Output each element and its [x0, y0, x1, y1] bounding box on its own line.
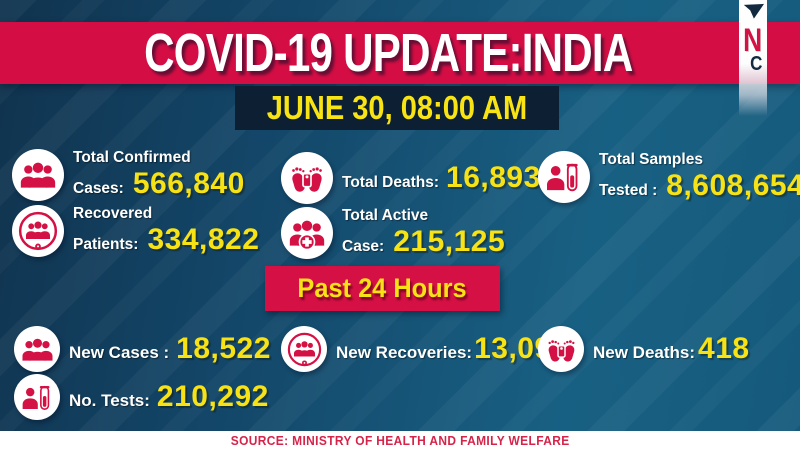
- stat-new-cases: New Cases : 18,522: [14, 326, 271, 372]
- stat-value: 16,893: [446, 161, 541, 194]
- stat-value: 418: [698, 332, 750, 365]
- past-24-hours-title: Past 24 Hours: [297, 273, 468, 303]
- person-testtube-icon: [14, 374, 60, 420]
- stat-value: 566,840: [132, 167, 245, 200]
- stat-label: Tested :: [599, 182, 658, 199]
- feet-tag-icon: [538, 326, 584, 372]
- stat-recovered: Recovered Patients: 334,822: [12, 204, 259, 257]
- stat-value: 215,125: [393, 225, 506, 258]
- stat-value: 18,522: [176, 332, 271, 365]
- stat-total-confirmed: Total Confirmed Cases: 566,840: [12, 148, 245, 201]
- stat-label: Patients:: [73, 236, 139, 253]
- date-text: JUNE 30, 08:00 AM: [266, 89, 528, 126]
- stat-label: Total Deaths:: [342, 174, 440, 191]
- stat-label: Recovered: [73, 205, 153, 222]
- stat-value: 334,822: [147, 223, 260, 256]
- stat-no-tests: No. Tests: 210,292: [14, 374, 269, 420]
- person-testtube-icon: [538, 150, 590, 203]
- crowd-ring-icon: [281, 326, 327, 372]
- stat-new-recoveries: New Recoveries: 13,099: [281, 326, 569, 372]
- source-bar: SOURCE: MINISTRY OF HEALTH AND FAMILY WE…: [0, 431, 800, 450]
- logo-letter-c: C: [749, 53, 762, 75]
- date-banner: JUNE 30, 08:00 AM: [235, 86, 559, 130]
- stat-label: Total Samples: [599, 151, 703, 168]
- source-text: SOURCE: MINISTRY OF HEALTH AND FAMILY WE…: [230, 433, 570, 448]
- stat-label: Cases:: [73, 180, 124, 197]
- crowd-icon: [14, 326, 60, 372]
- title-banner: COVID-19 UPDATE:INDIA: [0, 22, 800, 84]
- feet-tag-icon: [281, 152, 333, 204]
- page-title: COVID-19 UPDATE:INDIA: [144, 23, 633, 83]
- past-24-hours-banner: Past 24 Hours: [265, 266, 500, 311]
- crowd-icon: [12, 148, 64, 201]
- stat-label: Case:: [342, 238, 385, 255]
- stat-label: New Deaths:: [593, 343, 696, 362]
- stat-label: New Recoveries:: [336, 343, 473, 362]
- stat-label: New Cases :: [69, 343, 170, 362]
- stat-value: 8,608,654: [666, 169, 800, 202]
- stat-value: 210,292: [156, 380, 269, 413]
- crowd-ring-icon: [12, 204, 64, 257]
- channel-logo: N C: [739, 0, 767, 116]
- stat-total-deaths: Total Deaths: 16,893: [281, 152, 541, 204]
- stat-total-samples: Total Samples Tested : 8,608,654: [538, 150, 800, 203]
- logo-letter-n: N: [743, 22, 763, 58]
- stat-label: No. Tests:: [69, 391, 150, 410]
- stat-new-deaths: New Deaths: 418: [538, 326, 750, 372]
- stat-total-active: Total Active Case: 215,125: [281, 206, 505, 259]
- stat-label: Total Active: [342, 207, 429, 224]
- stat-label: Total Confirmed: [73, 149, 191, 166]
- crowd-cross-icon: [281, 206, 333, 259]
